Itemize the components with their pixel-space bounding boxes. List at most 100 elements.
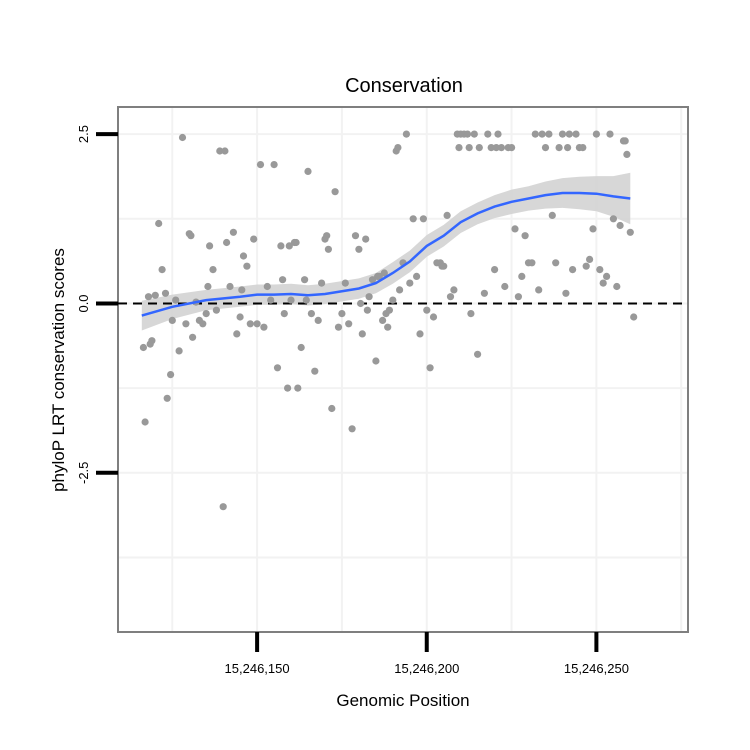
data-point (470, 130, 478, 138)
data-point (406, 279, 414, 287)
data-point (565, 130, 573, 138)
data-point (187, 232, 195, 240)
data-point (163, 394, 171, 402)
chart-title: Conservation (345, 75, 463, 97)
data-point (279, 276, 287, 284)
confidence-band-layer (141, 172, 631, 331)
data-point (226, 282, 234, 291)
y-tick-label: 0.0 (76, 294, 91, 312)
data-point (204, 282, 212, 291)
data-point (263, 282, 271, 291)
data-point (357, 299, 365, 308)
data-point (380, 269, 388, 277)
data-point (450, 286, 458, 294)
data-point (202, 310, 210, 318)
data-point (323, 232, 331, 240)
data-point (236, 313, 244, 321)
data-point (311, 367, 319, 375)
data-point (256, 161, 265, 169)
data-point (630, 313, 638, 321)
data-point (167, 371, 175, 379)
data-point (158, 266, 166, 274)
data-point (609, 215, 618, 223)
data-point (528, 259, 536, 267)
data-point (480, 289, 488, 297)
data-point (297, 343, 305, 352)
data-point (334, 323, 343, 331)
data-point (216, 147, 224, 155)
data-point (379, 316, 387, 324)
data-point (246, 320, 254, 328)
data-point (189, 333, 197, 341)
data-point (351, 232, 360, 240)
data-point (552, 259, 560, 267)
data-point (212, 306, 220, 314)
data-point (455, 144, 463, 152)
data-point (446, 293, 455, 301)
data-point (558, 130, 567, 138)
data-point (161, 289, 170, 297)
data-point (394, 144, 402, 152)
data-point (314, 316, 322, 324)
data-point (148, 337, 156, 345)
data-point (318, 279, 326, 287)
x-axis-title: Genomic Position (336, 691, 469, 710)
data-point (223, 238, 231, 247)
data-point (596, 266, 604, 274)
data-point (531, 130, 539, 138)
data-point (331, 188, 339, 196)
data-point (545, 130, 553, 138)
data-point (514, 293, 523, 301)
data-point (229, 228, 237, 236)
data-point (467, 310, 475, 318)
data-point (491, 266, 499, 274)
x-tick-label: 15,246,200 (394, 661, 459, 676)
x-tick-label: 15,246,250 (564, 661, 629, 676)
x-axis: 15,246,150 15,246,200 15,246,250 (225, 632, 629, 676)
data-point (465, 144, 473, 152)
data-point (348, 425, 356, 433)
data-point (139, 343, 147, 352)
data-point (277, 242, 285, 250)
data-point (621, 137, 629, 145)
data-point (474, 350, 482, 358)
data-point (521, 232, 529, 240)
data-point (260, 323, 268, 331)
data-point (338, 310, 346, 318)
confidence-band (141, 172, 631, 331)
data-point (423, 306, 431, 314)
data-point (562, 289, 570, 297)
data-point (564, 144, 572, 152)
grid-lines (119, 108, 687, 631)
data-point (606, 130, 614, 138)
y-tick-label: -2.5 (76, 462, 91, 484)
data-point (363, 306, 371, 314)
data-point (199, 320, 207, 328)
data-point (443, 211, 451, 219)
data-point (492, 144, 500, 152)
data-point (368, 276, 377, 284)
smooth-trend-line (141, 191, 631, 317)
data-point (294, 384, 302, 392)
y-axis: -2.5 0.0 2.5 (76, 125, 118, 484)
data-point (287, 296, 295, 304)
data-point (141, 418, 149, 426)
data-point (409, 215, 417, 223)
data-point (292, 238, 300, 247)
data-point (304, 167, 312, 175)
data-point (497, 144, 505, 152)
data-point (175, 347, 183, 355)
data-point (541, 144, 550, 152)
data-point (484, 130, 492, 138)
data-point (253, 320, 261, 328)
data-point (440, 262, 448, 270)
data-point (267, 296, 275, 304)
data-point (385, 306, 393, 314)
data-point (280, 310, 288, 318)
data-point (592, 130, 601, 138)
data-point (362, 235, 370, 243)
data-point (238, 286, 246, 294)
data-point (219, 503, 227, 511)
data-point (182, 320, 190, 328)
